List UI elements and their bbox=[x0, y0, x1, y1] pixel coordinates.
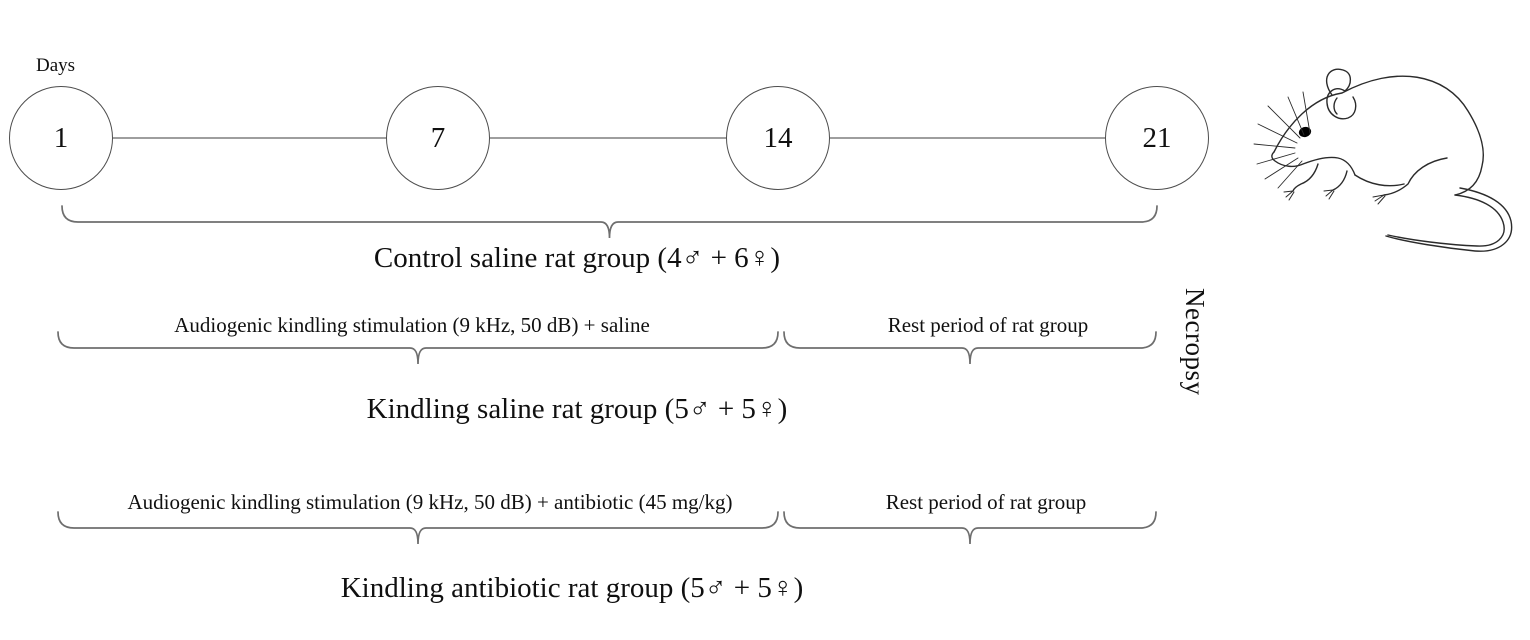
day-1-number: 1 bbox=[53, 121, 69, 154]
timeline-node-day-7: 7 bbox=[386, 86, 490, 190]
rat-jaw-line bbox=[1271, 151, 1356, 176]
group-braces bbox=[57, 205, 1158, 545]
kindling-antibiotic-group-title: Kindling antibiotic rat group (5♂ + 5♀) bbox=[340, 572, 804, 604]
rat-belly-line bbox=[1354, 174, 1405, 187]
brace-control-group bbox=[61, 205, 1158, 239]
day-7-number: 7 bbox=[430, 121, 446, 154]
rat-hind-paw-toes bbox=[1372, 194, 1386, 205]
rat-tail-outer bbox=[1387, 194, 1505, 247]
brace-kindling-saline-rest bbox=[783, 331, 1157, 365]
kindling-antibiotic-treatment-label: Audiogenic kindling stimulation (9 kHz, … bbox=[127, 490, 733, 514]
kindling-saline-group-title: Kindling saline rat group (5♂ + 5♀) bbox=[366, 393, 788, 425]
brace-kindling-antibiotic-stimulation bbox=[57, 511, 779, 545]
rat-body-outline bbox=[1273, 75, 1485, 196]
timeline-node-day-14: 14 bbox=[726, 86, 830, 190]
kindling-saline-treatment-label: Audiogenic kindling stimulation (9 kHz, … bbox=[174, 313, 650, 337]
control-group-title: Control saline rat group (4♂ + 6♀) bbox=[373, 242, 781, 274]
brace-kindling-saline-stimulation bbox=[57, 331, 779, 365]
rat-front-paw-toes bbox=[1283, 190, 1295, 201]
timeline-node-day-21: 21 bbox=[1105, 86, 1209, 190]
days-axis-label: Days bbox=[36, 55, 76, 76]
kindling-antibiotic-rest-label: Rest period of rat group bbox=[885, 490, 1087, 514]
rat-illustration-icon bbox=[1253, 68, 1513, 252]
rat-ear-top bbox=[1326, 68, 1352, 96]
kindling-saline-rest-label: Rest period of rat group bbox=[887, 313, 1089, 337]
necropsy-label: Necropsy bbox=[1180, 288, 1210, 396]
timeline-node-day-1: 1 bbox=[9, 86, 113, 190]
day-14-number: 14 bbox=[763, 121, 793, 154]
rat-front-paw-far-toes bbox=[1323, 189, 1335, 200]
rat-ear-inner bbox=[1333, 97, 1338, 115]
rat-tail-inner bbox=[1385, 187, 1513, 252]
brace-kindling-antibiotic-rest bbox=[783, 511, 1157, 545]
rat-whiskers bbox=[1253, 91, 1311, 189]
rat-hind-leg bbox=[1383, 157, 1448, 196]
rat-ear-main bbox=[1326, 88, 1357, 120]
rat-front-leg-far bbox=[1332, 170, 1348, 191]
day-21-number: 21 bbox=[1142, 121, 1172, 154]
rat-front-leg bbox=[1292, 163, 1319, 192]
